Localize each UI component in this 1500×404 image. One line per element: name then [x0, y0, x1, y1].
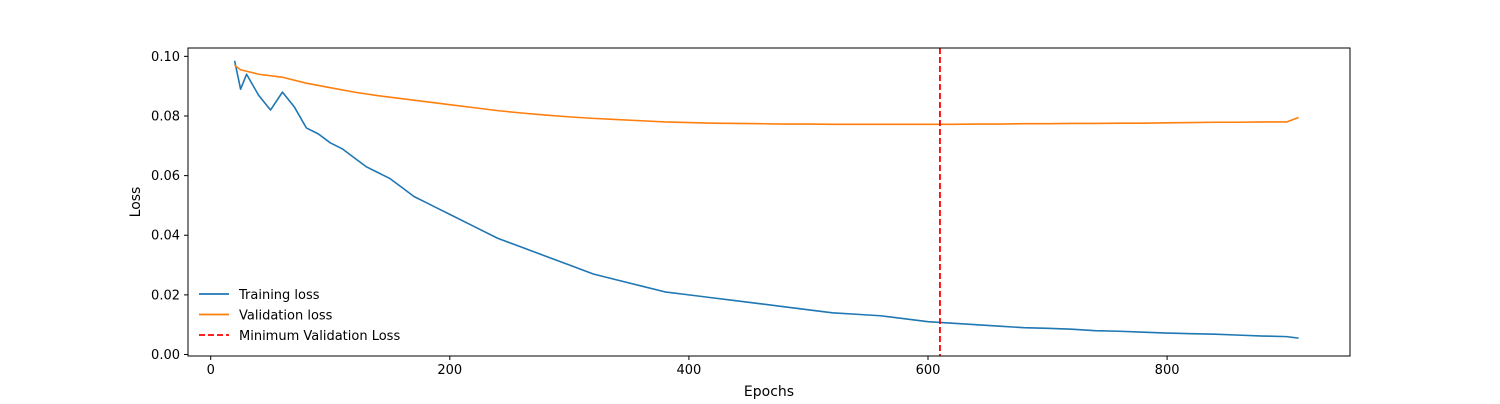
x-tick-label: 400 — [676, 363, 701, 378]
y-tick-label: 0.06 — [151, 169, 180, 184]
y-tick-label: 0.04 — [151, 229, 180, 244]
x-tick-label: 0 — [207, 363, 215, 378]
x-tick-label: 200 — [437, 363, 462, 378]
axes: 0 200 400 600 800 0.00 0.02 0.04 0.06 0.08 0.10 — [151, 47, 1351, 378]
y-tick-label: 0.08 — [151, 109, 180, 124]
y-tick-label: 0.10 — [151, 50, 180, 65]
plot-area — [233, 48, 1299, 356]
legend-label: Validation loss — [239, 309, 333, 324]
y-tick-label: 0.02 — [151, 288, 180, 303]
x-tick-label: 800 — [1155, 363, 1180, 378]
legend: Training loss Validation loss Minimum Vali… — [199, 288, 400, 344]
legend-label: Minimum Validation Loss — [239, 329, 400, 344]
series-line-1 — [233, 60, 1299, 339]
x-tick-label: 600 — [916, 363, 941, 378]
legend-label: Training loss — [238, 288, 320, 303]
x-axis-label: Epochs — [744, 384, 794, 400]
series-line-2 — [234, 64, 1299, 126]
plot-frame — [187, 47, 1351, 357]
y-tick-label: 0.00 — [151, 348, 180, 363]
y-axis-label: Loss — [128, 187, 144, 218]
